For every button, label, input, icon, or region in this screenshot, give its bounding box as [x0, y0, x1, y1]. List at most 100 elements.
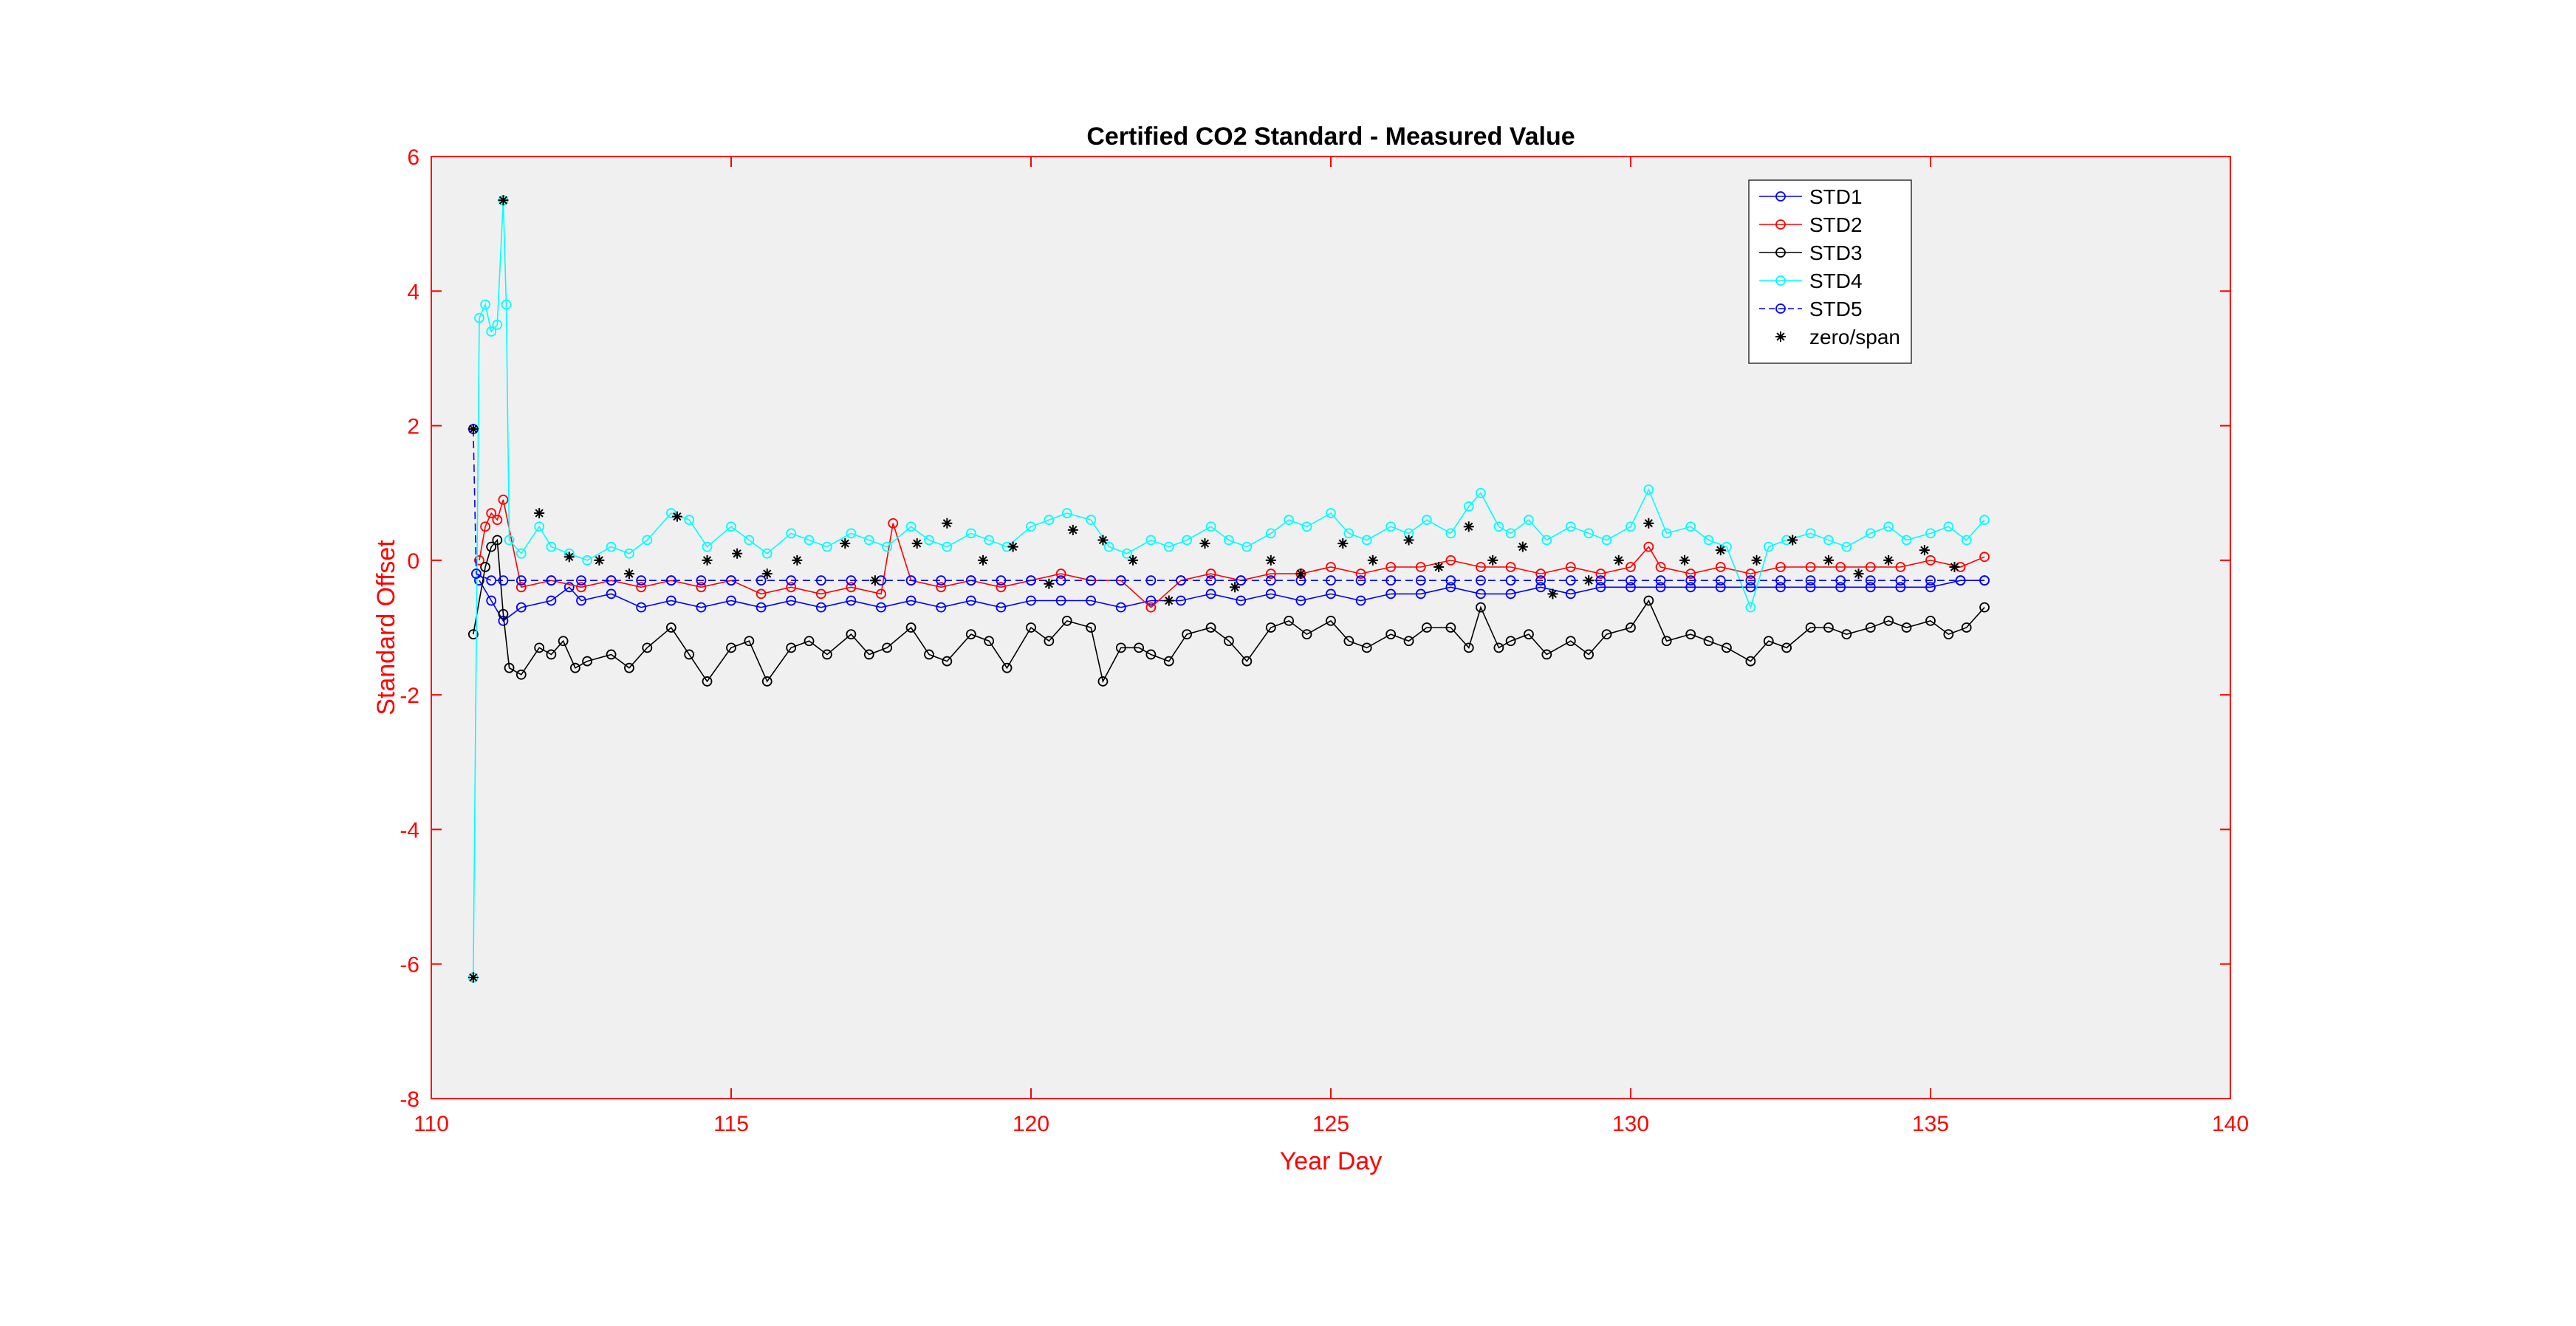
data-point [1361, 535, 1372, 546]
data-point [996, 582, 1007, 593]
data-point [984, 535, 995, 546]
data-point [501, 299, 512, 310]
data-point [786, 642, 797, 653]
data-point [1715, 582, 1726, 593]
data-point [1055, 575, 1066, 586]
legend-label: STD1 [1809, 185, 1863, 208]
data-point [1823, 622, 1834, 633]
data-point [1284, 615, 1295, 626]
series-line-std4 [473, 200, 1985, 978]
data-point [1224, 535, 1234, 546]
data-point [486, 595, 497, 606]
data-point [1626, 575, 1636, 586]
legend: STD1 STD2 STD3 STD4 STD5 zero/span [1748, 179, 1912, 364]
data-point [1134, 642, 1145, 653]
data-point [1445, 582, 1456, 593]
data-point [1979, 602, 1990, 613]
y-tick-label: -4 [400, 818, 419, 842]
data-point [1865, 528, 1876, 539]
data-point [1961, 535, 1972, 546]
data-point [1841, 629, 1852, 640]
data-point [1883, 554, 1894, 566]
data-point [1841, 541, 1852, 552]
data-point [1301, 629, 1312, 640]
data-point [1224, 636, 1234, 647]
data-point [1751, 554, 1762, 566]
data-point [1415, 575, 1426, 586]
data-point [1476, 562, 1486, 572]
legend-label: STD4 [1809, 269, 1863, 292]
data-point [1763, 636, 1774, 647]
data-point [936, 602, 947, 613]
data-point [534, 642, 545, 653]
data-point [684, 649, 695, 660]
y-tick-label: 4 [407, 280, 419, 304]
data-point [534, 521, 545, 532]
data-point [515, 582, 527, 593]
data-point [726, 595, 736, 606]
data-point [876, 588, 886, 600]
data-point [1524, 629, 1534, 640]
data-point [905, 521, 917, 532]
data-point [1601, 535, 1612, 546]
data-point [1955, 575, 1966, 586]
data-point [761, 568, 773, 580]
data-point [606, 649, 617, 660]
data-point [1086, 575, 1097, 586]
data-point [1337, 538, 1349, 549]
data-point [840, 538, 851, 549]
data-point [1805, 582, 1816, 593]
data-point [1626, 562, 1636, 572]
data-point [822, 541, 832, 552]
data-point [594, 554, 605, 566]
data-point [1326, 575, 1336, 586]
data-point [582, 554, 593, 566]
data-point [1583, 575, 1594, 586]
data-point [1703, 636, 1714, 647]
data-point [1505, 588, 1516, 600]
data-point [1979, 552, 1990, 563]
data-point [1541, 535, 1552, 546]
data-point [1097, 535, 1109, 546]
data-point [756, 575, 767, 586]
data-point [786, 528, 797, 539]
data-point [1901, 622, 1912, 633]
data-point [1655, 582, 1666, 593]
data-point [863, 649, 874, 660]
data-point [1626, 521, 1636, 532]
data-point [569, 662, 580, 673]
data-point [1422, 515, 1432, 526]
data-point [761, 548, 773, 559]
data-point [815, 602, 826, 613]
series-std2 [474, 494, 1990, 613]
x-axis: 110 115 120 125 130 135 140 [414, 157, 2249, 1136]
data-point [1583, 649, 1594, 660]
data-point [642, 642, 653, 653]
data-point [1145, 649, 1157, 660]
data-point [636, 582, 647, 593]
data-point [744, 535, 755, 546]
data-point [1979, 575, 1990, 586]
data-point [965, 595, 976, 606]
data-point [498, 608, 509, 619]
data-point [978, 554, 989, 566]
data-point [1535, 568, 1546, 579]
data-point [1241, 541, 1253, 552]
data-point [1745, 582, 1756, 593]
data-point [576, 595, 586, 606]
data-point [744, 636, 755, 647]
data-point [606, 541, 617, 552]
data-point [1326, 562, 1336, 572]
data-point [1361, 642, 1372, 653]
data-point [1265, 568, 1276, 579]
y-tick-label: 0 [407, 549, 419, 574]
data-point [1385, 562, 1397, 572]
data-point [684, 515, 695, 526]
data-point [1403, 535, 1414, 546]
data-point [1205, 622, 1216, 633]
data-point [1044, 578, 1055, 589]
data-point [1061, 615, 1072, 626]
data-point [936, 575, 947, 586]
data-point [882, 642, 893, 653]
